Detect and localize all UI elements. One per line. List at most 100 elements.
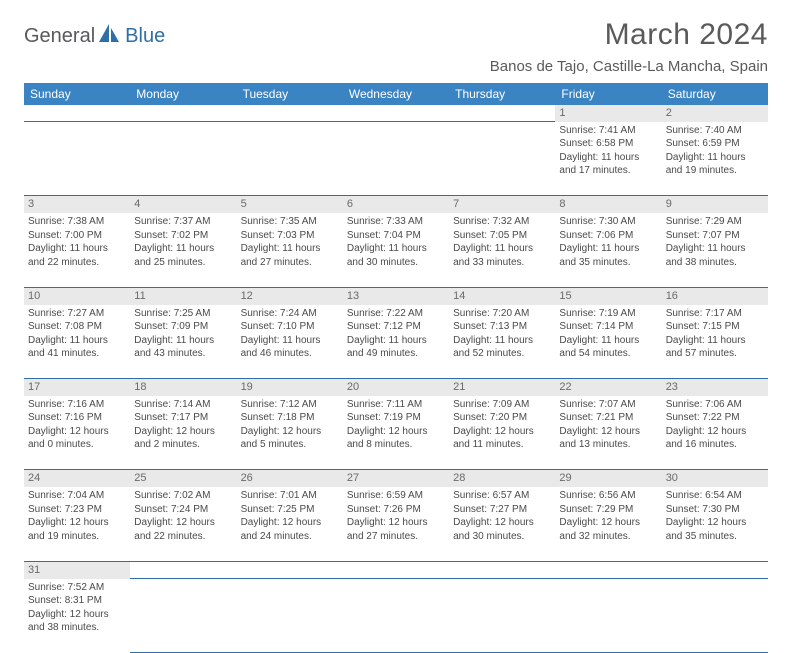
day-number-cell: 5	[237, 196, 343, 213]
sunrise-text: Sunrise: 6:59 AM	[347, 489, 445, 503]
day-number-cell: 6	[343, 196, 449, 213]
weekday-sunday: Sunday	[24, 83, 130, 105]
day-number-cell: 12	[237, 287, 343, 304]
day2-text: and 25 minutes.	[134, 256, 232, 270]
day2-text: and 38 minutes.	[28, 621, 126, 635]
day-detail-cell: Sunrise: 7:07 AMSunset: 7:21 PMDaylight:…	[555, 396, 661, 470]
sunrise-text: Sunrise: 7:07 AM	[559, 398, 657, 412]
day-number-cell	[130, 105, 236, 122]
sunset-text: Sunset: 7:13 PM	[453, 320, 551, 334]
day-number-cell	[449, 105, 555, 122]
day1-text: Daylight: 11 hours	[241, 334, 339, 348]
day2-text: and 43 minutes.	[134, 347, 232, 361]
day-detail-row: Sunrise: 7:41 AMSunset: 6:58 PMDaylight:…	[24, 122, 768, 196]
sunset-text: Sunset: 7:07 PM	[666, 229, 764, 243]
sunset-text: Sunset: 7:10 PM	[241, 320, 339, 334]
day1-text: Daylight: 12 hours	[559, 425, 657, 439]
sunset-text: Sunset: 7:12 PM	[347, 320, 445, 334]
sunset-text: Sunset: 6:58 PM	[559, 137, 657, 151]
sunset-text: Sunset: 7:05 PM	[453, 229, 551, 243]
day-detail-cell: Sunrise: 7:37 AMSunset: 7:02 PMDaylight:…	[130, 213, 236, 287]
day2-text: and 22 minutes.	[28, 256, 126, 270]
day1-text: Daylight: 12 hours	[347, 516, 445, 530]
month-title: March 2024	[490, 18, 768, 52]
sunrise-text: Sunrise: 6:57 AM	[453, 489, 551, 503]
day1-text: Daylight: 11 hours	[347, 334, 445, 348]
sunset-text: Sunset: 7:21 PM	[559, 411, 657, 425]
day-number-cell: 15	[555, 287, 661, 304]
day1-text: Daylight: 11 hours	[559, 151, 657, 165]
sunrise-text: Sunrise: 7:35 AM	[241, 215, 339, 229]
day-number-cell: 17	[24, 379, 130, 396]
day-number-cell	[237, 561, 343, 578]
day1-text: Daylight: 11 hours	[453, 242, 551, 256]
day-number-cell: 13	[343, 287, 449, 304]
day1-text: Daylight: 12 hours	[453, 516, 551, 530]
day-number-cell: 16	[662, 287, 768, 304]
day-number-row: 10111213141516	[24, 287, 768, 304]
day-number-cell: 4	[130, 196, 236, 213]
day1-text: Daylight: 12 hours	[666, 425, 764, 439]
sunrise-text: Sunrise: 7:11 AM	[347, 398, 445, 412]
sunrise-text: Sunrise: 7:01 AM	[241, 489, 339, 503]
day2-text: and 35 minutes.	[559, 256, 657, 270]
weekday-saturday: Saturday	[662, 83, 768, 105]
sunrise-text: Sunrise: 7:19 AM	[559, 307, 657, 321]
day-detail-cell	[449, 122, 555, 196]
day1-text: Daylight: 12 hours	[559, 516, 657, 530]
sunrise-text: Sunrise: 7:52 AM	[28, 581, 126, 595]
day-number-cell	[662, 561, 768, 578]
day-detail-cell: Sunrise: 7:02 AMSunset: 7:24 PMDaylight:…	[130, 487, 236, 561]
day1-text: Daylight: 11 hours	[666, 334, 764, 348]
day-detail-cell: Sunrise: 6:54 AMSunset: 7:30 PMDaylight:…	[662, 487, 768, 561]
day-number-cell	[237, 105, 343, 122]
day1-text: Daylight: 11 hours	[559, 334, 657, 348]
day2-text: and 8 minutes.	[347, 438, 445, 452]
sunrise-text: Sunrise: 7:30 AM	[559, 215, 657, 229]
day2-text: and 19 minutes.	[28, 530, 126, 544]
day-number-cell: 29	[555, 470, 661, 487]
weekday-thursday: Thursday	[449, 83, 555, 105]
sunrise-text: Sunrise: 7:24 AM	[241, 307, 339, 321]
day-detail-row: Sunrise: 7:52 AMSunset: 8:31 PMDaylight:…	[24, 579, 768, 653]
sunrise-text: Sunrise: 7:14 AM	[134, 398, 232, 412]
day-detail-cell: Sunrise: 7:27 AMSunset: 7:08 PMDaylight:…	[24, 305, 130, 379]
day-number-cell	[343, 561, 449, 578]
day2-text: and 32 minutes.	[559, 530, 657, 544]
day-number-cell: 31	[24, 561, 130, 578]
day-number-cell: 1	[555, 105, 661, 122]
sunset-text: Sunset: 7:26 PM	[347, 503, 445, 517]
day-number-cell: 19	[237, 379, 343, 396]
day-number-cell: 22	[555, 379, 661, 396]
day-detail-cell: Sunrise: 7:19 AMSunset: 7:14 PMDaylight:…	[555, 305, 661, 379]
day1-text: Daylight: 11 hours	[28, 334, 126, 348]
logo: General Blue	[24, 18, 165, 49]
sunset-text: Sunset: 7:17 PM	[134, 411, 232, 425]
calendar-body: 12 Sunrise: 7:41 AMSunset: 6:58 PMDayligh…	[24, 105, 768, 653]
day-detail-cell: Sunrise: 7:52 AMSunset: 8:31 PMDaylight:…	[24, 579, 130, 653]
day-number-cell	[24, 105, 130, 122]
day2-text: and 35 minutes.	[666, 530, 764, 544]
day-detail-cell: Sunrise: 7:35 AMSunset: 7:03 PMDaylight:…	[237, 213, 343, 287]
day-detail-cell: Sunrise: 7:41 AMSunset: 6:58 PMDaylight:…	[555, 122, 661, 196]
day-detail-cell: Sunrise: 6:56 AMSunset: 7:29 PMDaylight:…	[555, 487, 661, 561]
sunset-text: Sunset: 7:24 PM	[134, 503, 232, 517]
day-number-cell: 14	[449, 287, 555, 304]
sunrise-text: Sunrise: 7:12 AM	[241, 398, 339, 412]
logo-text-blue: Blue	[125, 25, 165, 48]
day2-text: and 38 minutes.	[666, 256, 764, 270]
day-detail-cell: Sunrise: 7:24 AMSunset: 7:10 PMDaylight:…	[237, 305, 343, 379]
weekday-monday: Monday	[130, 83, 236, 105]
day1-text: Daylight: 11 hours	[666, 242, 764, 256]
day2-text: and 19 minutes.	[666, 164, 764, 178]
sunset-text: Sunset: 7:08 PM	[28, 320, 126, 334]
day-number-cell: 25	[130, 470, 236, 487]
day-number-cell: 8	[555, 196, 661, 213]
day2-text: and 46 minutes.	[241, 347, 339, 361]
day-number-cell	[130, 561, 236, 578]
sunset-text: Sunset: 7:19 PM	[347, 411, 445, 425]
sunset-text: Sunset: 7:00 PM	[28, 229, 126, 243]
day2-text: and 57 minutes.	[666, 347, 764, 361]
day-detail-cell	[237, 122, 343, 196]
sunset-text: Sunset: 6:59 PM	[666, 137, 764, 151]
